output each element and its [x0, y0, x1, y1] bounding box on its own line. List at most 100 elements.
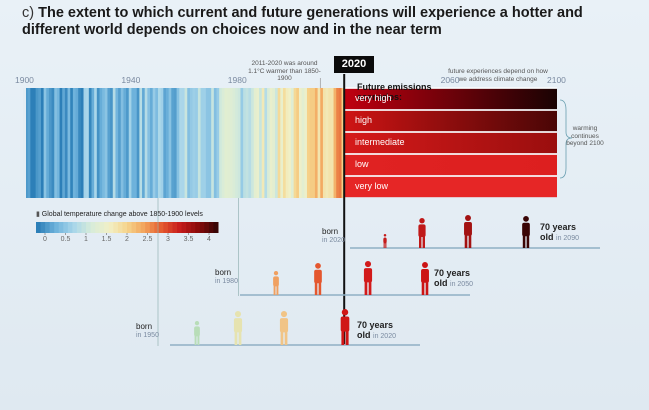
- child-2020: [383, 234, 387, 248]
- person-1980-d: [421, 262, 429, 295]
- scenario-label-low: low: [355, 159, 369, 169]
- stripe-1931: [107, 88, 111, 198]
- figure-title: c) The extent to which current and futur…: [22, 5, 632, 39]
- colorbar-tick-2: 2: [125, 236, 129, 243]
- colorbar-segment: [117, 222, 123, 233]
- colorbar-segment: [99, 222, 105, 233]
- person-1980-b: [314, 263, 322, 295]
- person-body: [279, 318, 289, 333]
- colorbar-segment: [199, 222, 205, 233]
- person-leg: [238, 330, 242, 345]
- stripe-1946: [147, 88, 151, 198]
- colorbar-title: ▮ Global temperature change above 1850-1…: [36, 211, 203, 218]
- person-body: [464, 221, 472, 236]
- stripe-1962: [189, 88, 194, 198]
- stripe-2015: [330, 88, 335, 198]
- stripe-1998: [285, 88, 289, 198]
- stripe-2004: [301, 88, 305, 198]
- panel-label: c): [22, 5, 35, 21]
- stripe-1972: [216, 88, 220, 198]
- person-leg: [468, 234, 472, 248]
- stripe-2009: [314, 88, 319, 198]
- stripe-1950: [158, 88, 162, 198]
- stripe-1906: [40, 88, 45, 198]
- year-tick-1900: 1900: [15, 75, 34, 85]
- stripe-1917: [70, 88, 74, 198]
- stripe-1956: [173, 88, 178, 198]
- year-2020-marker: 2020: [334, 56, 374, 73]
- colorbar-segment: [208, 222, 214, 233]
- person-leg: [526, 234, 530, 248]
- stripe-1916: [67, 88, 71, 198]
- stripe-1977: [229, 88, 234, 198]
- colorbar-segment: [81, 222, 87, 233]
- person-leg: [234, 330, 238, 345]
- person-2020-b: [464, 215, 472, 248]
- stripe-1960: [184, 88, 188, 198]
- stripe-1991: [267, 88, 271, 198]
- colorbar-tick-0: 0: [43, 236, 47, 243]
- stripe-1996: [280, 88, 284, 198]
- stripe-1900: [25, 88, 29, 198]
- colorbar-tick-0.5: 0.5: [60, 236, 71, 243]
- colorbar-tick-3.5: 3.5: [183, 236, 194, 243]
- stripe-1971: [213, 88, 218, 198]
- stripe-1952: [163, 88, 167, 198]
- stripe-1919: [75, 88, 79, 198]
- stripe-1925: [91, 88, 95, 198]
- colorbar-segment: [67, 222, 73, 233]
- stripe-1942: [136, 88, 140, 198]
- colorbar-segment: [86, 222, 92, 233]
- stripe-1923: [86, 88, 90, 198]
- colorbar-segment: [113, 222, 119, 233]
- person-leg: [425, 281, 429, 295]
- year-tick-1980: 1980: [227, 75, 247, 85]
- person-body: [314, 269, 322, 284]
- person-leg: [419, 235, 422, 248]
- person-leg: [522, 234, 526, 248]
- person-leg: [368, 280, 372, 295]
- age70-2020-label: 70 years old in 2020: [357, 320, 396, 340]
- colorbar-segment: [186, 222, 192, 233]
- born-2020-label: born in 2020: [322, 227, 345, 244]
- person-body: [340, 316, 350, 332]
- stripe-2000: [291, 88, 295, 198]
- stripe-1915: [64, 88, 69, 198]
- scenario-label-very-high: very high: [355, 93, 392, 103]
- stripe-1964: [195, 88, 199, 198]
- stripe-1961: [187, 88, 191, 198]
- stripe-1907: [43, 88, 47, 198]
- person-1980-c: [363, 261, 373, 295]
- colorbar-segment: [163, 222, 169, 233]
- person-leg: [318, 281, 322, 295]
- stripe-1957: [176, 88, 180, 198]
- person-body: [233, 318, 243, 333]
- stripe-2014: [328, 88, 332, 198]
- colorbar-segment: [177, 222, 183, 233]
- stripe-1965: [197, 88, 202, 198]
- stripe-1936: [120, 88, 125, 198]
- stripe-2017: [336, 88, 340, 198]
- colorbar-segment: [127, 222, 133, 233]
- scenario-bar-low: [344, 154, 557, 176]
- stripe-1968: [205, 88, 210, 198]
- person-body: [363, 268, 373, 283]
- person-1950-d: [340, 309, 350, 345]
- stripe-2002: [296, 88, 300, 198]
- stripe-1988: [259, 88, 263, 198]
- stripe-1904: [35, 88, 39, 198]
- person-head: [383, 234, 387, 237]
- person-leg: [385, 242, 387, 248]
- person-body: [522, 222, 530, 237]
- year-tick-2100: 2100: [547, 75, 566, 85]
- colorbar-segment: [190, 222, 196, 233]
- stripe-edge: [23, 88, 26, 198]
- scenario-label-very-low: very low: [355, 181, 389, 191]
- stripe-1927: [96, 88, 101, 198]
- stripe-1959: [181, 88, 186, 198]
- person-1980-a: [273, 271, 279, 295]
- stripe-1986: [253, 88, 258, 198]
- scenario-label-high: high: [355, 115, 373, 125]
- stripe-1989: [261, 88, 265, 198]
